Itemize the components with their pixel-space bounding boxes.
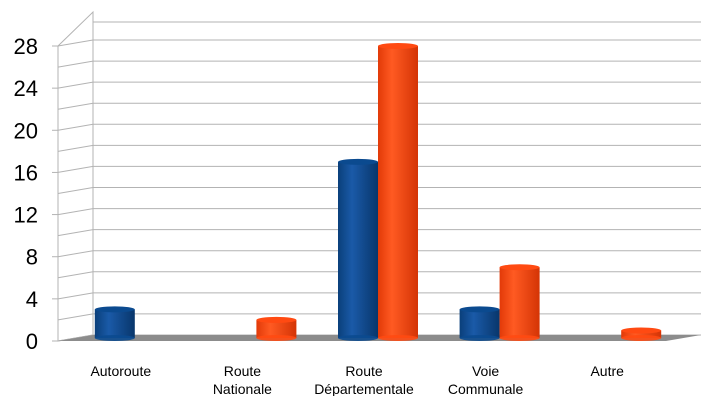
gridline-side [57, 292, 94, 300]
bar-1-series-1 [256, 316, 297, 341]
x-tick-label-line: Nationale [213, 381, 272, 396]
x-tick-label-line: Route [345, 363, 383, 379]
x-tick-label-line: Départementale [314, 381, 414, 396]
y-tick-label: 20 [14, 118, 38, 143]
x-tick-label: Autoroute [90, 363, 151, 379]
bar-4-series-1 [621, 327, 662, 341]
bar-top [378, 43, 418, 49]
bar-top [621, 327, 662, 334]
gridline-side [57, 39, 94, 47]
bar-bottom [338, 335, 378, 341]
gridline-side [57, 208, 94, 216]
gridline-side [57, 187, 94, 194]
bar-bottom [459, 335, 500, 341]
x-tick-label-line: Autoroute [90, 363, 151, 379]
bar-top [499, 264, 540, 271]
bar-body [459, 309, 500, 338]
gridline-side [57, 102, 94, 110]
x-tick-label: Route Nationale [213, 363, 272, 396]
bar-body [499, 267, 540, 338]
bar-bottom [621, 335, 662, 341]
bar-bottom [94, 335, 135, 341]
bar-3-series-1 [499, 264, 540, 341]
bar-body [94, 309, 135, 338]
y-tick-label: 0 [26, 329, 38, 354]
bar-bottom [499, 335, 540, 341]
x-tick-label-line: Communale [448, 381, 524, 396]
gridline-side [57, 123, 94, 131]
gridline-side [57, 144, 94, 152]
y-tick-label: 28 [14, 34, 38, 59]
gridline-side [57, 229, 94, 237]
bar-body [338, 161, 378, 338]
gridline-side [57, 250, 94, 258]
bar-2-series-0 [338, 158, 378, 341]
x-tick-label: Autre [590, 363, 624, 379]
bar-body [378, 46, 418, 338]
bar-bottom [256, 335, 297, 341]
y-tick-label: 8 [26, 245, 38, 270]
bar-top [94, 306, 135, 313]
bar-2-series-1 [378, 43, 418, 341]
bar-bottom [378, 335, 418, 341]
y-tick-label: 12 [14, 203, 38, 228]
gridline-side [57, 313, 94, 321]
gridline-side [57, 81, 94, 89]
chart-walls [57, 10, 94, 342]
x-tick-label-line: Route [224, 363, 262, 379]
bar-0-series-0 [94, 306, 135, 341]
bar-top [338, 158, 378, 165]
y-tick-label: 4 [26, 287, 38, 312]
bar-top [256, 316, 297, 323]
bar-3-series-0 [459, 306, 500, 341]
bar-body [256, 319, 297, 338]
bar-top [459, 306, 500, 313]
x-tick-label-line: Voie [472, 363, 499, 379]
y-axis: 0 4 8 12 16 20 24 28 [14, 34, 58, 354]
side-wall [57, 10, 94, 342]
x-tick-label: Voie Communale [448, 363, 524, 396]
bar-body [621, 330, 662, 338]
bars [94, 43, 662, 341]
gridline-side [57, 165, 94, 173]
x-axis: Autoroute Route Nationale Route Départementa… [90, 363, 624, 396]
x-tick-label: Route Départementale [314, 363, 414, 396]
gridline-side [57, 271, 94, 279]
y-tick-label: 16 [14, 160, 38, 185]
x-tick-label-line: Autre [590, 363, 624, 379]
y-tick-label: 24 [14, 76, 38, 101]
gridline-side [57, 60, 94, 68]
